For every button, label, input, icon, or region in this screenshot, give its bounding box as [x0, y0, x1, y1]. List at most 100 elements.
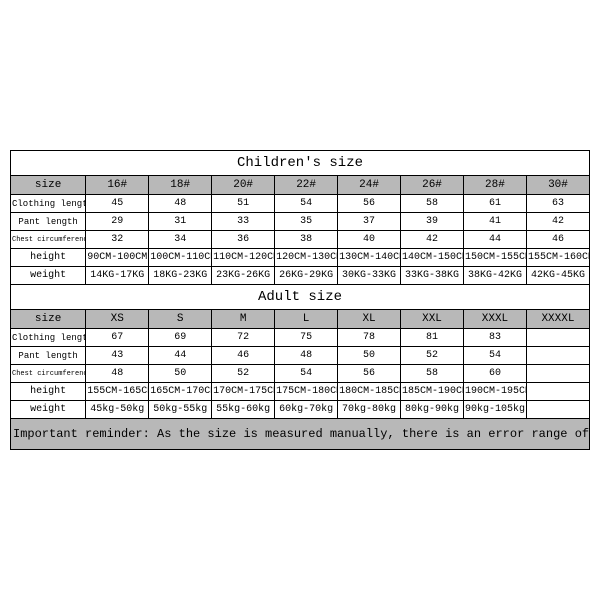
adult-header-col-4: L: [275, 310, 338, 329]
children-row-0-cell-5: 58: [401, 195, 464, 213]
adult-row-1-cell-1: 44: [149, 347, 212, 365]
children-row-3-cell-4: 130CM-140CM: [338, 249, 401, 267]
adult-header-col-7: XXXL: [463, 310, 526, 329]
adult-row-3-cell-6: 190CM-195CM: [463, 383, 526, 401]
adult-row-2-cell-6: 60: [463, 365, 526, 383]
adult-row-4-cell-0: 45kg-50kg: [86, 401, 149, 419]
children-row-1-cell-3: 35: [275, 213, 338, 231]
adult-row-1-label: Pant length: [11, 347, 86, 365]
adult-row-2-cell-1: 50: [149, 365, 212, 383]
children-title: Children's size: [11, 151, 590, 176]
children-row-1-cell-5: 39: [401, 213, 464, 231]
adult-row-4-cell-5: 80kg-90kg: [401, 401, 464, 419]
children-row-1-cell-0: 29: [86, 213, 149, 231]
children-row-0-cell-1: 48: [149, 195, 212, 213]
adult-row-4-cell-7: [526, 401, 589, 419]
children-row-4-cell-6: 38KG-42KG: [463, 267, 526, 285]
adult-row-0-cell-1: 69: [149, 329, 212, 347]
children-row-0-cell-0: 45: [86, 195, 149, 213]
children-row-1-cell-7: 42: [526, 213, 589, 231]
adult-row-2-cell-2: 52: [212, 365, 275, 383]
adult-row-4-label: weight: [11, 401, 86, 419]
adult-row-4-cell-2: 55kg-60kg: [212, 401, 275, 419]
children-row-2-cell-7: 46: [526, 231, 589, 249]
adult-row-4-cell-1: 50kg-55kg: [149, 401, 212, 419]
adult-row-3-cell-3: 175CM-180CM: [275, 383, 338, 401]
adult-header-col-8: XXXXL: [526, 310, 589, 329]
adult-row-0-cell-3: 75: [275, 329, 338, 347]
children-row-2-cell-5: 42: [401, 231, 464, 249]
adult-row-3-cell-0: 155CM-165CM: [86, 383, 149, 401]
children-row-0-cell-7: 63: [526, 195, 589, 213]
children-row-1-cell-2: 33: [212, 213, 275, 231]
adult-row-0-cell-4: 78: [338, 329, 401, 347]
children-row-4-cell-7: 42KG-45KG: [526, 267, 589, 285]
adult-row-1-cell-7: [526, 347, 589, 365]
children-row-1-cell-4: 37: [338, 213, 401, 231]
children-row-4-cell-3: 26KG-29KG: [275, 267, 338, 285]
adult-row-3-cell-1: 165CM-170CM: [149, 383, 212, 401]
children-row-2-label: Chest circumference 1/2: [11, 231, 86, 249]
children-header-col-6: 26#: [401, 176, 464, 195]
adult-row-0-cell-7: [526, 329, 589, 347]
children-row-4-cell-5: 33KG-38KG: [401, 267, 464, 285]
adult-row-2-label: Chest circumference 1/2: [11, 365, 86, 383]
adult-header-col-5: XL: [338, 310, 401, 329]
children-row-0-cell-3: 54: [275, 195, 338, 213]
children-row-1-label: Pant length: [11, 213, 86, 231]
adult-row-3-cell-4: 180CM-185CM: [338, 383, 401, 401]
adult-row-1-cell-3: 48: [275, 347, 338, 365]
adult-row-0-cell-5: 81: [401, 329, 464, 347]
adult-header-col-6: XXL: [401, 310, 464, 329]
children-header-col-5: 24#: [338, 176, 401, 195]
children-header-col-7: 28#: [463, 176, 526, 195]
reminder-text: Important reminder: As the size is measu…: [11, 419, 590, 450]
adult-row-2-cell-7: [526, 365, 589, 383]
children-row-3-label: height: [11, 249, 86, 267]
children-row-0-cell-4: 56: [338, 195, 401, 213]
adult-row-3-label: height: [11, 383, 86, 401]
children-row-2-cell-4: 40: [338, 231, 401, 249]
children-header-col-0: size: [11, 176, 86, 195]
adult-header-col-1: XS: [86, 310, 149, 329]
children-header-col-1: 16#: [86, 176, 149, 195]
children-row-4-cell-4: 30KG-33KG: [338, 267, 401, 285]
children-row-4-cell-1: 18KG-23KG: [149, 267, 212, 285]
children-row-0-cell-6: 61: [463, 195, 526, 213]
children-row-3-cell-1: 100CM-110CM: [149, 249, 212, 267]
children-row-3-cell-0: 90CM-100CM: [86, 249, 149, 267]
children-header-col-2: 18#: [149, 176, 212, 195]
adult-row-3-cell-7: [526, 383, 589, 401]
adult-row-4-cell-6: 90kg-105kg: [463, 401, 526, 419]
children-header-col-4: 22#: [275, 176, 338, 195]
children-row-2-cell-2: 36: [212, 231, 275, 249]
adult-row-2-cell-3: 54: [275, 365, 338, 383]
adult-row-3-cell-5: 185CM-190CM: [401, 383, 464, 401]
adult-row-0-cell-0: 67: [86, 329, 149, 347]
children-row-3-cell-3: 120CM-130CM: [275, 249, 338, 267]
children-row-4-cell-2: 23KG-26KG: [212, 267, 275, 285]
adult-row-2-cell-4: 56: [338, 365, 401, 383]
adult-row-0-cell-2: 72: [212, 329, 275, 347]
children-row-3-cell-2: 110CM-120CM: [212, 249, 275, 267]
children-row-4-label: weight: [11, 267, 86, 285]
children-row-2-cell-0: 32: [86, 231, 149, 249]
children-row-4-cell-0: 14KG-17KG: [86, 267, 149, 285]
adult-row-1-cell-0: 43: [86, 347, 149, 365]
adult-title: Adult size: [11, 285, 590, 310]
children-row-0-label: Clothing length: [11, 195, 86, 213]
adult-header-col-2: S: [149, 310, 212, 329]
adult-header-col-0: size: [11, 310, 86, 329]
adult-row-0-label: Clothing length: [11, 329, 86, 347]
children-row-3-cell-7: 155CM-160CM: [526, 249, 589, 267]
children-row-0-cell-2: 51: [212, 195, 275, 213]
children-row-2-cell-6: 44: [463, 231, 526, 249]
children-row-2-cell-3: 38: [275, 231, 338, 249]
children-header-col-8: 30#: [526, 176, 589, 195]
adult-row-4-cell-3: 60kg-70kg: [275, 401, 338, 419]
adult-row-4-cell-4: 70kg-80kg: [338, 401, 401, 419]
children-row-3-cell-6: 150CM-155CM: [463, 249, 526, 267]
size-chart-table: Children's sizesize16#18#20#22#24#26#28#…: [10, 150, 590, 450]
adult-row-1-cell-6: 54: [463, 347, 526, 365]
adult-row-2-cell-5: 58: [401, 365, 464, 383]
